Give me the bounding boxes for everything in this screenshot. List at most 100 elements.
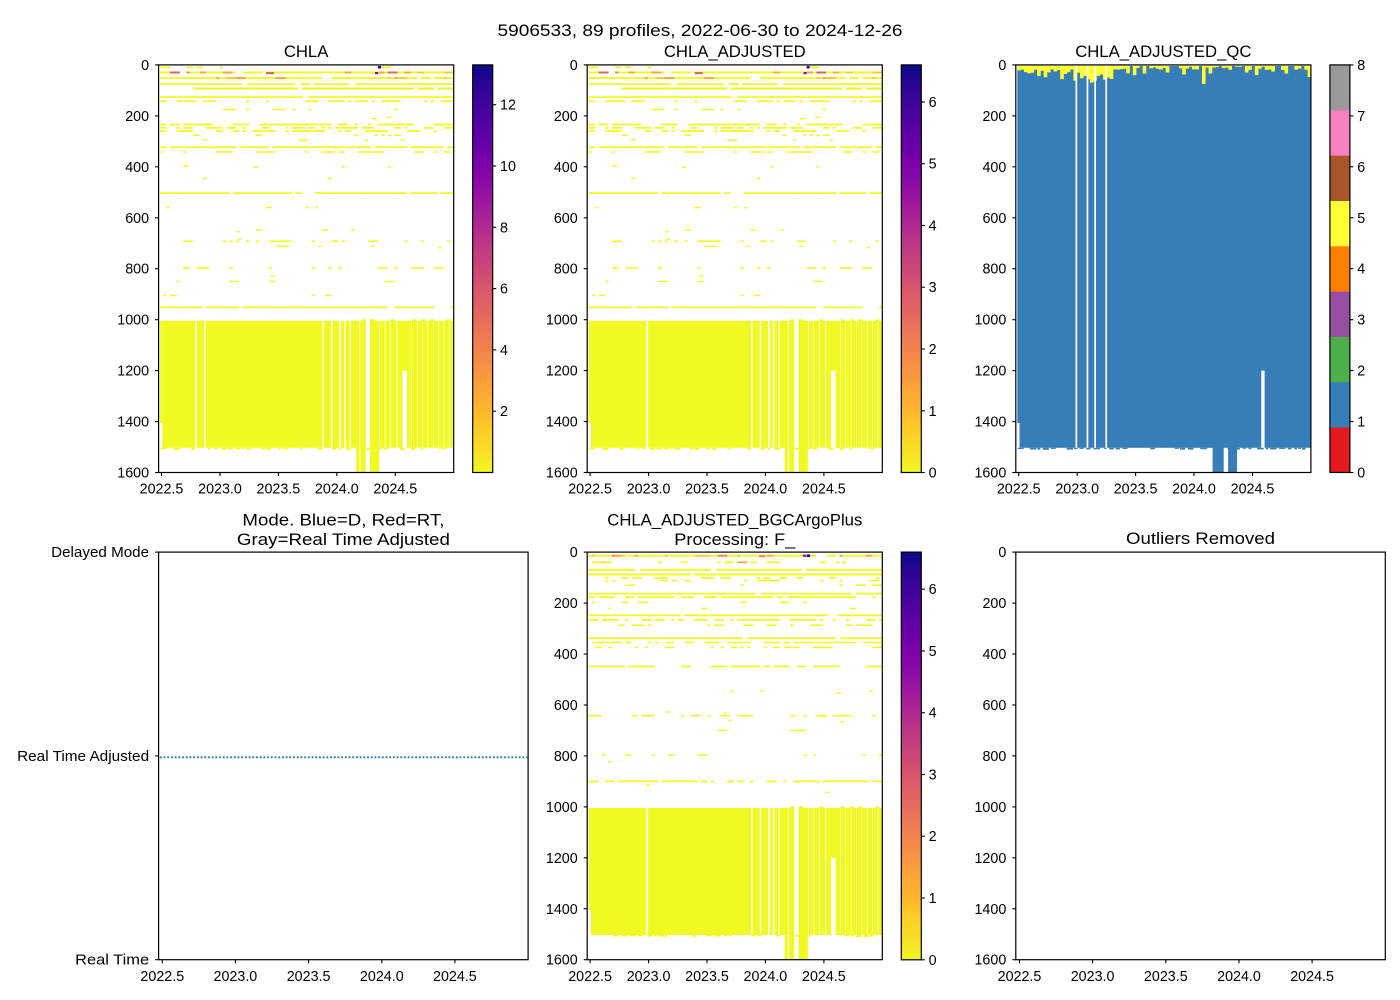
- svg-text:1000: 1000: [974, 800, 1006, 816]
- svg-text:7: 7: [1357, 109, 1365, 125]
- svg-text:6: 6: [1357, 160, 1365, 176]
- svg-text:Gray=Real Time Adjusted: Gray=Real Time Adjusted: [237, 530, 450, 549]
- svg-text:2024.0: 2024.0: [1172, 482, 1216, 498]
- svg-text:2: 2: [929, 342, 937, 358]
- svg-text:5: 5: [929, 644, 937, 660]
- svg-text:12: 12: [500, 98, 516, 114]
- svg-text:2024.5: 2024.5: [1231, 482, 1275, 498]
- svg-text:1200: 1200: [974, 364, 1006, 380]
- svg-text:2023.0: 2023.0: [198, 482, 242, 498]
- svg-text:1600: 1600: [546, 466, 578, 482]
- svg-text:2024.5: 2024.5: [433, 969, 477, 985]
- svg-text:1200: 1200: [117, 364, 149, 380]
- svg-text:1200: 1200: [546, 851, 578, 867]
- svg-text:2022.5: 2022.5: [568, 969, 612, 985]
- svg-text:0: 0: [998, 545, 1006, 561]
- svg-text:400: 400: [982, 160, 1006, 176]
- svg-text:400: 400: [554, 160, 578, 176]
- svg-text:1400: 1400: [546, 902, 578, 918]
- svg-text:400: 400: [982, 647, 1006, 663]
- svg-text:2023.0: 2023.0: [1055, 482, 1099, 498]
- svg-text:2023.0: 2023.0: [214, 969, 258, 985]
- svg-text:Outliers Removed: Outliers Removed: [1126, 529, 1275, 548]
- svg-text:CHLA_ADJUSTED_BGCArgoPlus: CHLA_ADJUSTED_BGCArgoPlus: [607, 510, 862, 529]
- svg-text:1600: 1600: [117, 466, 149, 482]
- svg-text:2023.5: 2023.5: [1114, 482, 1158, 498]
- svg-text:5906533, 89 profiles, 2022-06-: 5906533, 89 profiles, 2022-06-30 to 2024…: [498, 21, 903, 40]
- svg-text:2024.0: 2024.0: [315, 482, 359, 498]
- svg-text:Delayed Mode: Delayed Mode: [51, 545, 149, 561]
- svg-text:800: 800: [125, 262, 149, 278]
- svg-text:2: 2: [1357, 364, 1365, 380]
- svg-text:Processing: F_: Processing: F_: [674, 530, 796, 549]
- svg-text:1600: 1600: [546, 953, 578, 969]
- svg-text:2023.0: 2023.0: [627, 969, 671, 985]
- svg-text:0: 0: [570, 545, 578, 561]
- svg-text:3: 3: [929, 768, 937, 784]
- svg-text:1600: 1600: [974, 953, 1006, 969]
- svg-text:400: 400: [125, 160, 149, 176]
- svg-text:3: 3: [929, 280, 937, 296]
- svg-text:2: 2: [500, 404, 508, 420]
- svg-text:3: 3: [1357, 313, 1365, 329]
- svg-text:6: 6: [929, 95, 937, 111]
- svg-text:4: 4: [929, 219, 937, 235]
- svg-text:2024.5: 2024.5: [1290, 969, 1334, 985]
- svg-text:1: 1: [929, 404, 937, 420]
- svg-text:4: 4: [1357, 262, 1365, 278]
- svg-text:1: 1: [1357, 415, 1365, 431]
- svg-text:600: 600: [982, 698, 1006, 714]
- svg-text:0: 0: [929, 466, 937, 482]
- svg-text:Real Time Adjusted: Real Time Adjusted: [17, 749, 149, 765]
- svg-text:2022.5: 2022.5: [997, 482, 1041, 498]
- svg-text:2024.0: 2024.0: [360, 969, 404, 985]
- svg-text:8: 8: [500, 220, 508, 236]
- svg-text:600: 600: [554, 211, 578, 227]
- svg-text:2024.5: 2024.5: [373, 482, 417, 498]
- svg-text:200: 200: [125, 109, 149, 125]
- svg-text:0: 0: [141, 58, 149, 74]
- svg-text:2023.5: 2023.5: [685, 969, 729, 985]
- svg-text:2023.5: 2023.5: [685, 482, 729, 498]
- svg-text:800: 800: [982, 262, 1006, 278]
- svg-text:2023.5: 2023.5: [257, 482, 301, 498]
- svg-text:0: 0: [570, 58, 578, 74]
- svg-text:2022.5: 2022.5: [568, 482, 612, 498]
- svg-text:1400: 1400: [974, 415, 1006, 431]
- svg-text:0: 0: [998, 58, 1006, 74]
- svg-text:4: 4: [929, 706, 937, 722]
- svg-text:1000: 1000: [546, 800, 578, 816]
- svg-text:600: 600: [554, 698, 578, 714]
- svg-text:5: 5: [1357, 211, 1365, 227]
- svg-text:1200: 1200: [546, 364, 578, 380]
- svg-text:10: 10: [500, 159, 516, 175]
- svg-text:200: 200: [554, 596, 578, 612]
- svg-text:2023.0: 2023.0: [1071, 969, 1115, 985]
- svg-text:1000: 1000: [546, 313, 578, 329]
- svg-text:1000: 1000: [974, 313, 1006, 329]
- svg-text:2024.5: 2024.5: [802, 969, 846, 985]
- svg-text:5: 5: [929, 157, 937, 173]
- svg-text:2023.0: 2023.0: [627, 482, 671, 498]
- svg-text:1400: 1400: [546, 415, 578, 431]
- svg-text:200: 200: [982, 596, 1006, 612]
- svg-text:1600: 1600: [974, 466, 1006, 482]
- svg-text:200: 200: [554, 109, 578, 125]
- svg-text:200: 200: [982, 109, 1006, 125]
- svg-text:6: 6: [929, 582, 937, 598]
- svg-text:Mode. Blue=D, Red=RT,: Mode. Blue=D, Red=RT,: [242, 510, 444, 529]
- svg-text:2024.5: 2024.5: [802, 482, 846, 498]
- svg-text:1: 1: [929, 891, 937, 907]
- svg-text:2023.5: 2023.5: [1144, 969, 1188, 985]
- svg-text:1200: 1200: [974, 851, 1006, 867]
- svg-text:800: 800: [982, 749, 1006, 765]
- svg-text:2022.5: 2022.5: [140, 969, 184, 985]
- svg-text:1000: 1000: [117, 313, 149, 329]
- svg-text:1400: 1400: [974, 902, 1006, 918]
- svg-text:8: 8: [1357, 58, 1365, 74]
- svg-text:0: 0: [1357, 466, 1365, 482]
- svg-text:1400: 1400: [117, 415, 149, 431]
- svg-text:CHLA_ADJUSTED_QC: CHLA_ADJUSTED_QC: [1075, 42, 1251, 61]
- svg-text:2024.0: 2024.0: [744, 482, 788, 498]
- svg-text:800: 800: [554, 749, 578, 765]
